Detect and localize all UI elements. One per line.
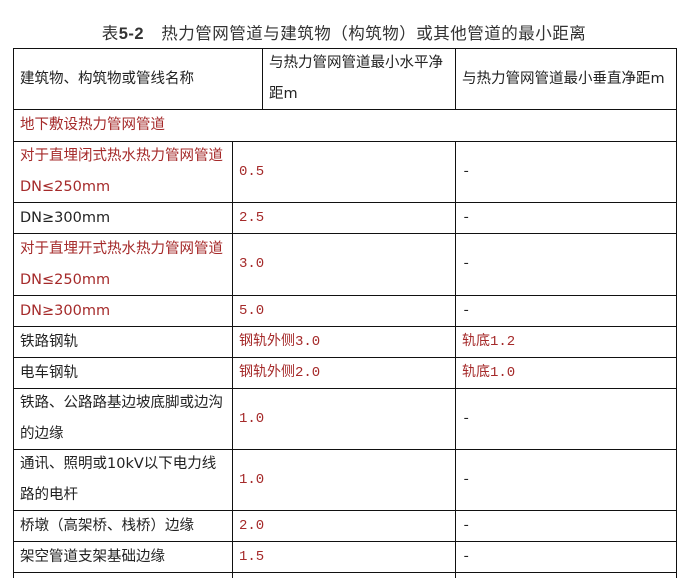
row-name: 铁路、公路路基边坡底脚或边沟的边缘: [14, 389, 233, 449]
title-prefix: 表: [101, 24, 119, 43]
table-row: DN≥300mm 2.5-: [13, 202, 677, 233]
row-horizontal: 1.5: [233, 542, 456, 572]
table-title: 表5-2 热力管网管道与建筑物（构筑物）或其他管道的最小距离: [0, 20, 688, 44]
section-row: 地下敷设热力管网管道: [13, 109, 677, 141]
row-name: 对于直埋闭式热水热力管网管道DN≤250mm: [14, 142, 233, 202]
row-vertical: -: [462, 410, 471, 427]
table-row: 对于直埋闭式热水热力管网管道DN≤250mm 0.5-: [13, 141, 677, 202]
row-vertical: -: [462, 163, 471, 180]
row-horizontal: 钢轨外侧2.0: [233, 358, 456, 388]
table-row: 铁路、公路路基边坡底脚或边沟的边缘 1.0-: [13, 388, 677, 449]
row-vertical: 轨底1.0: [462, 364, 516, 381]
distance-table: 建筑物、构筑物或管线名称 与热力管网管道最小水平净距m 与热力管网管道最小垂直净…: [13, 48, 677, 578]
table-row: 桥墩（高架桥、栈桥）边缘 2.0-: [13, 510, 677, 541]
row-vertical: 轨底1.2: [462, 333, 516, 350]
row-horizontal: 钢轨外侧3.0: [233, 327, 456, 357]
row-horizontal: 1.0: [233, 450, 456, 510]
row-vertical: -: [462, 209, 471, 226]
row-name: 铁路钢轨: [14, 327, 233, 357]
row-vertical: -: [462, 471, 471, 488]
table-row: DN≥300mm 5.0-: [13, 295, 677, 326]
table-row: 电车钢轨 钢轨外侧2.0 轨底1.0: [13, 357, 677, 388]
row-horizontal: 3.0: [233, 234, 456, 295]
row-name: 架空管道支架基础边缘: [14, 542, 233, 572]
row-vertical: -: [462, 256, 471, 272]
table-row: 铁路钢轨 钢轨外侧3.0 轨底1.2: [13, 326, 677, 357]
table-row: 对于直埋开式热水热力管网管道DN≤250mm 3.0-: [13, 233, 677, 295]
row-horizontal: 2.0: [233, 511, 456, 541]
section-label: 地下敷设热力管网管道: [20, 117, 165, 133]
row-vertical: -: [462, 548, 471, 565]
title-number: 5-2: [118, 25, 145, 43]
table-row: 架空管道支架基础边缘 1.5-: [13, 541, 677, 572]
row-horizontal: 0.5: [233, 142, 456, 202]
table-row-partial: [13, 572, 677, 578]
row-horizontal: 2.5: [233, 203, 456, 233]
row-name: 对于直埋开式热水热力管网管道DN≤250mm: [14, 234, 233, 295]
row-name: DN≥300mm: [14, 203, 233, 233]
row-name: DN≥300mm: [14, 296, 233, 326]
row-horizontal: 1.0: [233, 389, 456, 449]
header-row: 建筑物、构筑物或管线名称 与热力管网管道最小水平净距m 与热力管网管道最小垂直净…: [13, 48, 677, 109]
table-row: 通讯、照明或10kV以下电力线路的电杆 1.0-: [13, 449, 677, 510]
row-name: 电车钢轨: [14, 358, 233, 388]
title-text: 热力管网管道与建筑物（构筑物）或其他管道的最小距离: [161, 24, 587, 43]
header-name: 建筑物、构筑物或管线名称: [14, 49, 263, 109]
row-name: 通讯、照明或10kV以下电力线路的电杆: [14, 450, 233, 510]
row-vertical: -: [462, 302, 471, 319]
row-vertical: -: [462, 517, 471, 534]
header-vertical: 与热力管网管道最小垂直净距m: [462, 70, 665, 87]
header-horizontal: 与热力管网管道最小水平净距m: [263, 49, 456, 109]
row-name: 桥墩（高架桥、栈桥）边缘: [14, 511, 233, 541]
row-horizontal: 5.0: [233, 296, 456, 326]
